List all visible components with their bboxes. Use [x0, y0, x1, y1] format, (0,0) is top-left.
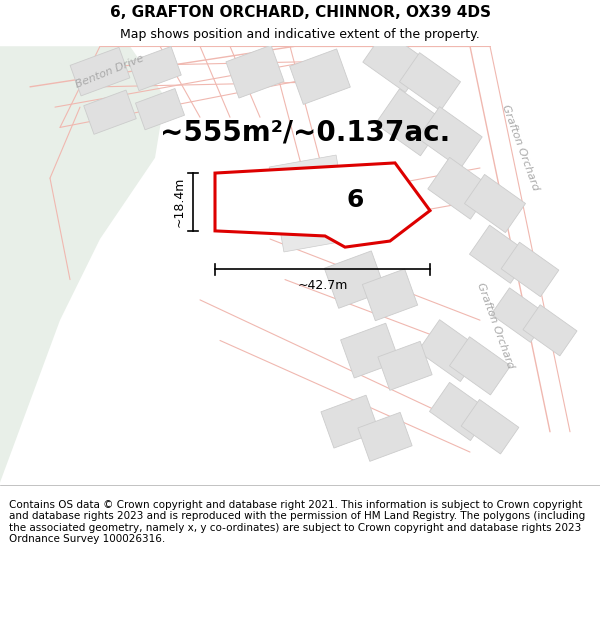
Polygon shape — [469, 225, 530, 283]
Polygon shape — [418, 107, 482, 169]
Polygon shape — [523, 305, 577, 356]
Polygon shape — [0, 46, 165, 483]
Polygon shape — [363, 31, 427, 92]
Polygon shape — [84, 90, 136, 134]
Polygon shape — [376, 89, 445, 156]
Polygon shape — [464, 174, 526, 232]
Polygon shape — [378, 341, 432, 391]
Text: ~18.4m: ~18.4m — [173, 177, 185, 227]
Text: Benton Drive: Benton Drive — [74, 53, 146, 90]
Polygon shape — [129, 46, 181, 91]
Text: Grafton Orchard: Grafton Orchard — [475, 281, 515, 369]
Polygon shape — [341, 323, 400, 378]
Polygon shape — [269, 155, 351, 252]
Text: 6: 6 — [346, 189, 364, 213]
Polygon shape — [418, 320, 482, 381]
Polygon shape — [325, 251, 386, 308]
Text: ~42.7m: ~42.7m — [298, 279, 347, 292]
Text: ~555m²/~0.137ac.: ~555m²/~0.137ac. — [160, 119, 450, 146]
Polygon shape — [70, 48, 130, 96]
Polygon shape — [430, 382, 491, 441]
Polygon shape — [321, 395, 379, 448]
Polygon shape — [501, 242, 559, 297]
Polygon shape — [362, 269, 418, 321]
Polygon shape — [428, 158, 492, 219]
Polygon shape — [400, 52, 461, 111]
Text: Contains OS data © Crown copyright and database right 2021. This information is : Contains OS data © Crown copyright and d… — [9, 499, 585, 544]
Polygon shape — [136, 89, 185, 130]
Polygon shape — [449, 337, 511, 395]
Polygon shape — [358, 412, 412, 461]
Polygon shape — [461, 399, 519, 454]
Polygon shape — [226, 45, 284, 98]
Text: 6, GRAFTON ORCHARD, CHINNOR, OX39 4DS: 6, GRAFTON ORCHARD, CHINNOR, OX39 4DS — [110, 6, 491, 21]
Polygon shape — [491, 288, 549, 342]
Polygon shape — [290, 49, 350, 104]
Polygon shape — [215, 163, 430, 247]
Text: Map shows position and indicative extent of the property.: Map shows position and indicative extent… — [120, 28, 480, 41]
Text: Grafton Orchard: Grafton Orchard — [500, 103, 540, 192]
